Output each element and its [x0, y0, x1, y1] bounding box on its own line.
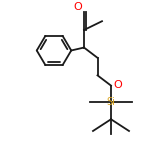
Text: O: O	[113, 80, 122, 90]
Text: O: O	[73, 2, 82, 12]
Text: Si: Si	[106, 97, 116, 107]
